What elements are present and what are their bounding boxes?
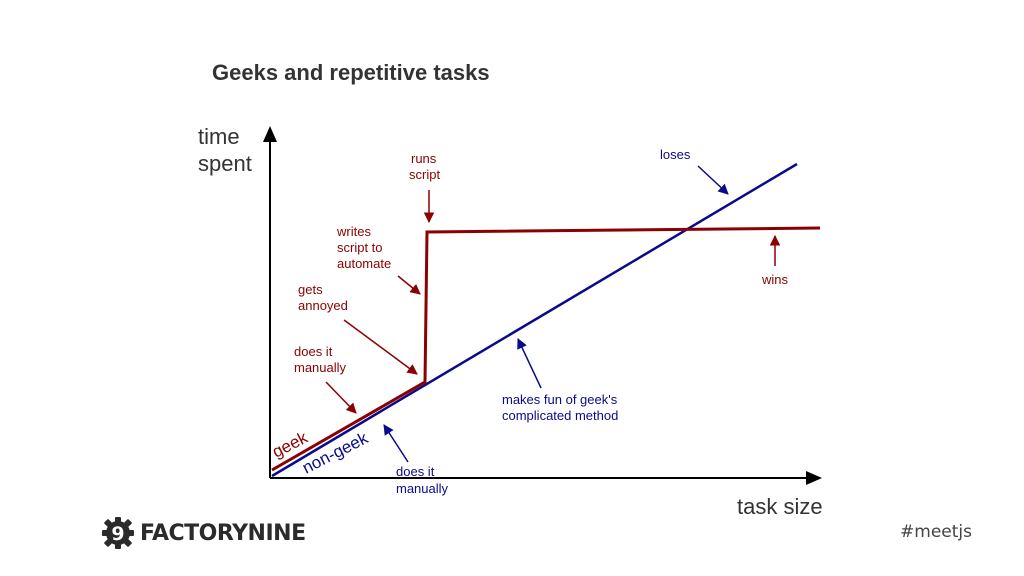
x-axis-label: task size (737, 494, 823, 519)
y-axis-arrowhead (263, 126, 277, 142)
diagram-title: Geeks and repetitive tasks (212, 60, 490, 85)
annotation-geek-manually-line1: does it (294, 344, 333, 359)
nongeek-line (271, 162, 798, 478)
annotation-writes-script-line1: writes (336, 224, 371, 239)
annotation-writes-script-line2: script to (337, 240, 383, 255)
annotation-geek-manually-line2: manually (294, 360, 347, 375)
y-axis-label-line1: time (198, 124, 240, 149)
y-axis-label-line2: spent (198, 151, 252, 176)
annotation-runs-script-line1: runs (411, 151, 437, 166)
annotation-loses: loses (660, 147, 691, 162)
annotation-makes-fun-line2: complicated method (502, 408, 618, 423)
annotation-runs-script-line2: script (409, 167, 440, 182)
annotation-wins: wins (761, 272, 789, 287)
gets-annoyed-arrow (343, 319, 418, 375)
gear-nine-icon: 9 (102, 517, 134, 549)
annotation-gets-annoyed-line2: annoyed (298, 298, 348, 313)
annotation-nongeek-manually-line1: does it (396, 464, 435, 479)
annotation-gets-annoyed-line1: gets (298, 282, 323, 297)
annotation-writes-script-line3: automate (337, 256, 391, 271)
svg-text:9: 9 (111, 523, 124, 545)
geek-manually-arrow (325, 381, 357, 414)
nongeek-manually-arrow (383, 424, 409, 463)
annotation-makes-fun-line1: makes fun of geek's (502, 392, 618, 407)
x-axis-arrowhead (806, 471, 822, 485)
hashtag: #meetjs (900, 522, 972, 542)
loses-arrow (697, 165, 729, 195)
makes-fun-arrow (517, 338, 542, 389)
factorynine-logo: 9 FACTORYNINE (102, 516, 306, 550)
logo-text: FACTORYNINE (140, 520, 306, 546)
annotation-nongeek-manually-line2: manually (396, 481, 449, 496)
writes-script-arrow (397, 275, 421, 295)
geek-line (271, 226, 821, 472)
